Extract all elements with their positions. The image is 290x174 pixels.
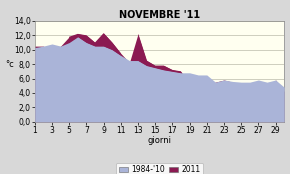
Title: NOVEMBRE '11: NOVEMBRE '11 (119, 10, 200, 20)
X-axis label: giorni: giorni (148, 136, 171, 145)
Legend: 1984-'10, 2011: 1984-'10, 2011 (116, 163, 203, 174)
Y-axis label: °c: °c (6, 60, 14, 69)
